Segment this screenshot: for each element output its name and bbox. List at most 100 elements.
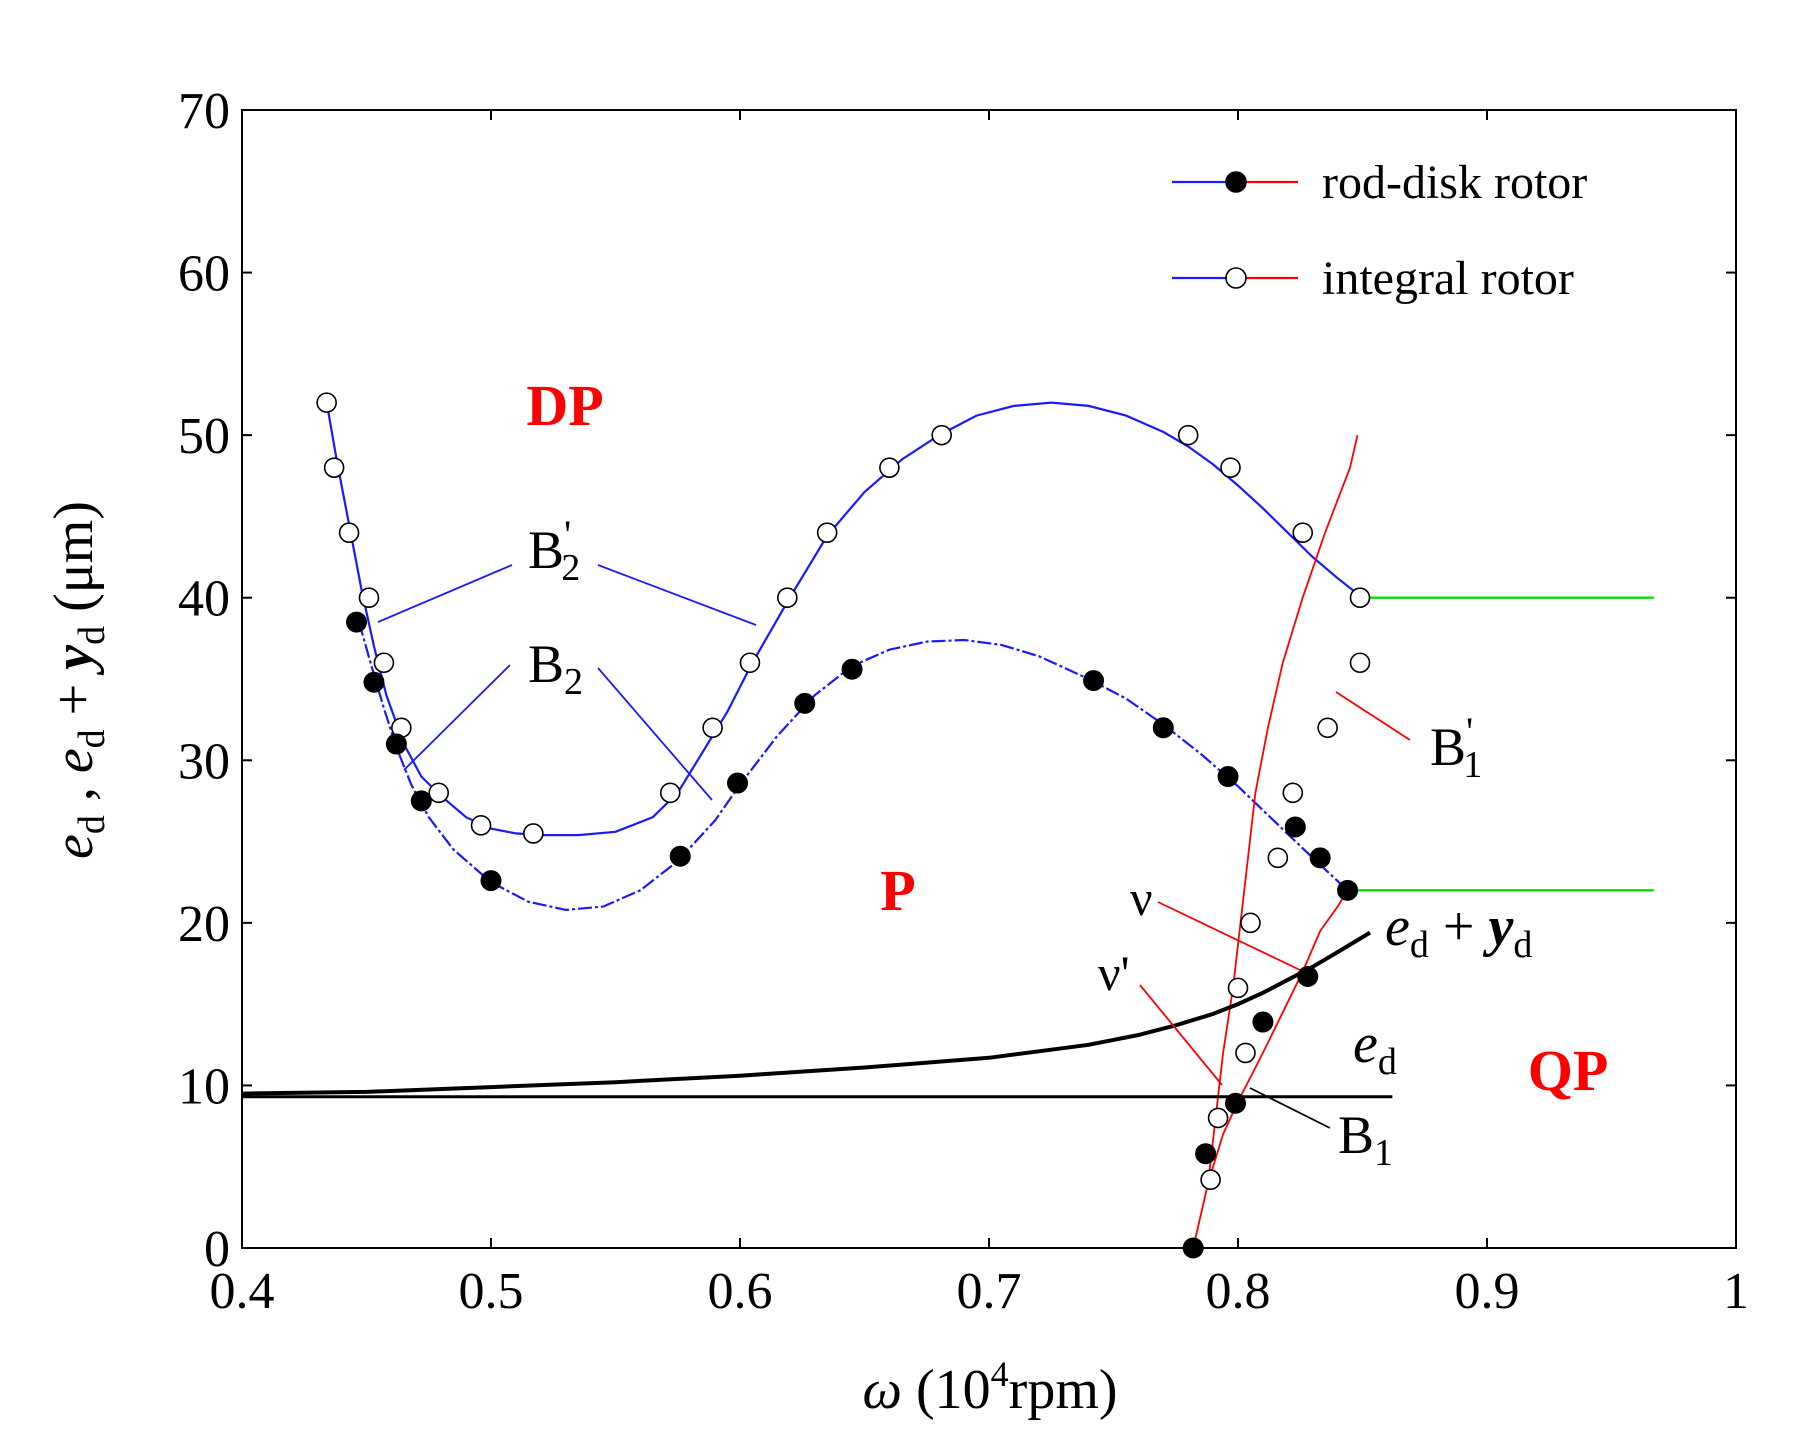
region-label: P [880,858,915,923]
y-tick-label: 50 [178,408,230,465]
x-label-sup: 4 [991,1354,1009,1394]
data-point-integral [338,522,360,543]
series-line-integral-lower [1207,434,1359,1184]
y-label-e2: e [43,748,105,773]
label-vp: ν' [1098,945,1130,1001]
y-label-unit: (μm) [43,501,105,626]
data-point-integral [1282,782,1304,804]
x-tick-label: 0.5 [459,1263,524,1320]
y-label-d1: d [71,815,113,834]
series-line-roddisk-upper [357,621,1349,912]
region-label: DP [526,373,603,438]
leader-B2p-left [377,564,513,623]
data-point-roddisk [794,692,816,714]
data-point-integral [777,587,798,609]
plot-area [241,392,1654,1259]
data-point-integral [323,457,345,478]
data-point-roddisk [363,671,385,693]
data-point-integral [373,652,395,674]
leader-B2-left [403,664,511,771]
y-label-y: y [43,644,105,676]
y-axis-label: ed , ed + yd (μm) [43,501,113,859]
label-B1p: B' 1 [1430,709,1482,786]
data-point-roddisk [841,658,863,680]
label-eyd-plus: + [1429,896,1489,958]
label-eyd-e: e [1385,896,1410,958]
curve-ed-plus-yd [241,930,1372,1096]
data-point-integral [659,782,681,804]
data-point-integral [702,717,723,739]
leader-B2p-right [597,564,757,626]
y-tick-label: 30 [178,733,230,790]
x-tick-label: 0.8 [1206,1263,1271,1320]
label-B1p-sub: 1 [1463,744,1482,786]
y-tick-label: 60 [178,246,230,303]
data-point-integral [1235,1042,1256,1064]
label-B2p-prime: ' [564,512,571,557]
data-point-integral [1220,457,1241,478]
x-label-symbol: ω [862,1359,902,1421]
data-point-roddisk [1337,879,1359,901]
label-B2: B2 [528,634,583,703]
y-label-d3: d [71,626,113,645]
label-eyd-d2: d [1513,924,1532,966]
legend-label: rod-disk rotor [1322,156,1587,209]
leader-B2-right [597,667,713,801]
y-label-e1: e [43,834,105,859]
series-line-roddisk-lower [1192,889,1349,1249]
region-label: QP [1528,1038,1609,1103]
legend-marker [1225,171,1247,193]
data-point-integral [358,587,380,609]
data-point-integral [316,392,337,413]
data-point-roddisk [1297,966,1319,988]
data-point-roddisk [1284,816,1306,838]
x-label-rest: rpm) [1009,1359,1118,1421]
legend: rod-disk rotor integral rotor [1172,156,1587,305]
data-point-integral [1227,977,1249,999]
label-ed-e: e [1353,1013,1378,1075]
x-tick-label: 0.6 [708,1263,773,1320]
y-label-plus: + [43,670,105,730]
data-point-roddisk [1252,1011,1274,1033]
data-point-integral [816,522,838,543]
data-point-roddisk [1152,717,1174,739]
label-ed-d: d [1378,1041,1397,1083]
label-B1p-base: B [1430,717,1466,777]
data-point-integral [931,424,952,446]
data-point-roddisk [669,845,691,867]
y-tick-label: 20 [178,896,230,953]
y-tick-label: 10 [178,1058,230,1115]
data-point-integral [470,815,492,836]
x-tick-label: 0.7 [957,1263,1022,1320]
x-label-open: (10 [902,1359,991,1421]
y-tick-label: 0 [204,1221,230,1278]
data-point-integral [1207,1107,1229,1129]
data-point-roddisk [410,790,432,812]
data-point-roddisk [1083,670,1105,692]
leader-B1 [1249,1087,1331,1129]
data-point-integral [1349,652,1371,674]
data-point-roddisk [1195,1143,1217,1165]
leader-B1p [1335,691,1411,741]
data-point-roddisk [1217,766,1239,788]
label-ed-plus-yd: ed + yd [1385,896,1532,966]
label-eyd-y: y [1482,896,1514,958]
data-point-roddisk [1225,1092,1247,1114]
label-B2-base: B [528,634,564,694]
label-B1: B1 [1338,1105,1393,1174]
label-B1-sub: 1 [1374,1132,1393,1174]
data-point-integral [1200,1169,1221,1191]
label-eyd-d1: d [1410,924,1429,966]
legend-label: integral rotor [1322,252,1574,305]
label-B2p: B' 2 [528,512,580,589]
data-point-integral [1292,522,1314,543]
label-B2p-sub: 2 [561,547,580,589]
label-ed: ed [1353,1013,1397,1083]
x-tick-label: 0.9 [1455,1263,1520,1320]
data-point-roddisk [346,611,368,633]
label-B1p-prime: ' [1466,709,1473,754]
data-point-integral [1177,424,1199,446]
